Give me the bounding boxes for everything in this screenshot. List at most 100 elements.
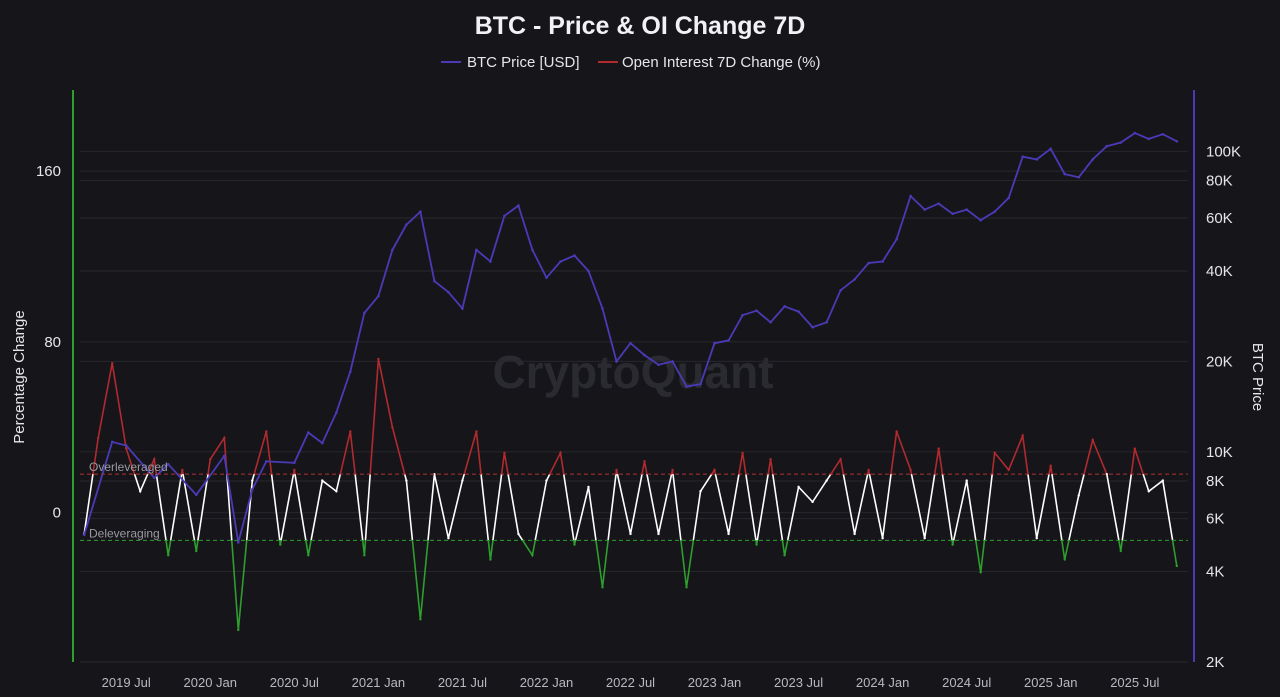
oi-change-point: [265, 430, 268, 433]
btc-price-point: [545, 276, 548, 279]
x-tick-label: 2025 Jul: [1110, 675, 1159, 690]
btc-price-point: [405, 223, 408, 227]
series-layer: [82, 131, 1179, 632]
left-axis-ticks: 160 80 0: [36, 163, 61, 521]
btc-price-point: [531, 248, 534, 252]
oi-change-point: [153, 458, 156, 461]
oi-change-point: [251, 479, 254, 482]
oi-change-point: [111, 361, 114, 365]
right-tick-label: 100K: [1206, 143, 1241, 160]
oi-change-point: [363, 554, 366, 557]
btc-price-point: [391, 248, 394, 252]
oi-change-point: [447, 537, 450, 540]
oi-change-point: [685, 586, 688, 589]
overleveraged-label: Overleveraged: [89, 460, 168, 474]
oi-change-point: [209, 458, 212, 461]
btc-price-point: [152, 476, 156, 480]
oi-change-point: [573, 543, 576, 546]
oi-change-point: [405, 479, 408, 482]
left-axis-label: Percentage Change: [11, 310, 28, 443]
oi-change-point: [951, 543, 954, 546]
x-tick-label: 2022 Jul: [606, 675, 655, 690]
btc-price-point: [825, 320, 828, 324]
oi-change-point: [139, 490, 142, 493]
x-tick-label: 2023 Jul: [774, 675, 823, 690]
btc-price-point: [461, 307, 464, 310]
right-tick-label: 40K: [1206, 263, 1233, 280]
btc-price-point: [1049, 147, 1053, 151]
oi-change-point: [279, 543, 282, 546]
oi-change-point: [755, 543, 758, 546]
btc-price-point: [937, 202, 940, 205]
oi-change-point: [601, 586, 604, 589]
oi-change-point: [643, 460, 646, 463]
btc-price-point: [194, 493, 198, 497]
btc-price-point: [601, 307, 604, 310]
btc-price-point: [307, 431, 310, 434]
oi-change-point: [293, 468, 296, 472]
right-tick-label: 4K: [1206, 564, 1224, 581]
left-tick-label: 0: [53, 505, 61, 522]
btc-price-point: [250, 488, 254, 491]
btc-price-point: [993, 210, 996, 213]
oi-change-point: [181, 468, 184, 472]
btc-price-line: [83, 132, 1178, 543]
btc-price-point: [1175, 140, 1179, 143]
oi-change-point: [377, 357, 380, 361]
oi-change-point: [839, 458, 842, 461]
x-tick-label: 2025 Jan: [1024, 675, 1078, 690]
btc-price-point: [349, 370, 352, 373]
oi-change-point: [713, 468, 716, 472]
btc-price-point: [489, 260, 492, 263]
x-tick-label: 2022 Jan: [520, 675, 574, 690]
oi-change-point: [1035, 537, 1038, 540]
btc-price-point: [797, 310, 800, 313]
oi-change-point: [909, 468, 912, 472]
oi-change-point: [419, 618, 422, 621]
oi-change-point: [1133, 447, 1136, 450]
btc-price-point: [503, 214, 506, 218]
legend-label-oi-change[interactable]: Open Interest 7D Change (%): [622, 54, 820, 71]
x-tick-label: 2021 Jan: [352, 675, 406, 690]
x-tick-label: 2024 Jan: [856, 675, 910, 690]
oi-change-point: [517, 532, 520, 536]
oi-change-point: [923, 537, 926, 540]
oi-change-point: [727, 532, 730, 536]
btc-price-point: [1161, 132, 1165, 136]
btc-price-point: [587, 269, 590, 273]
btc-price-point: [615, 360, 618, 363]
legend-label-btc-price[interactable]: BTC Price [USD]: [467, 54, 580, 71]
oi-change-point: [629, 532, 632, 536]
gridlines: [80, 150, 1188, 663]
x-tick-label: 2023 Jan: [688, 675, 742, 690]
btc-price-point: [265, 460, 268, 463]
btc-price-point: [1063, 172, 1067, 176]
reference-lines: Overleveraged Deleveraging: [80, 460, 1188, 541]
oi-change-line-overleveraged: [92, 358, 1145, 475]
btc-price-point: [1077, 175, 1081, 179]
btc-price-point: [1147, 137, 1151, 141]
oi-change-point: [671, 468, 674, 472]
btc-price-point: [755, 309, 758, 313]
oi-change-point: [97, 436, 100, 440]
btc-price-point: [979, 218, 982, 222]
oi-change-point: [559, 451, 562, 455]
btc-price-point: [1091, 158, 1095, 161]
btc-price-point: [853, 278, 856, 281]
btc-price-point: [839, 288, 842, 292]
right-tick-label: 20K: [1206, 353, 1233, 370]
oi-change-point: [699, 490, 702, 493]
btc-price-point: [293, 461, 296, 465]
btc-price-point: [419, 210, 422, 213]
oi-change-point: [1175, 564, 1178, 568]
btc-price-point: [1021, 155, 1025, 158]
btc-price-point: [909, 194, 912, 198]
oi-change-point: [391, 426, 394, 429]
oi-change-point: [769, 458, 772, 461]
oi-change-point: [1091, 438, 1094, 442]
oi-change-point: [811, 500, 814, 504]
oi-change-point: [433, 472, 436, 476]
btc-price-point: [124, 444, 128, 447]
btc-price-point: [573, 254, 576, 257]
